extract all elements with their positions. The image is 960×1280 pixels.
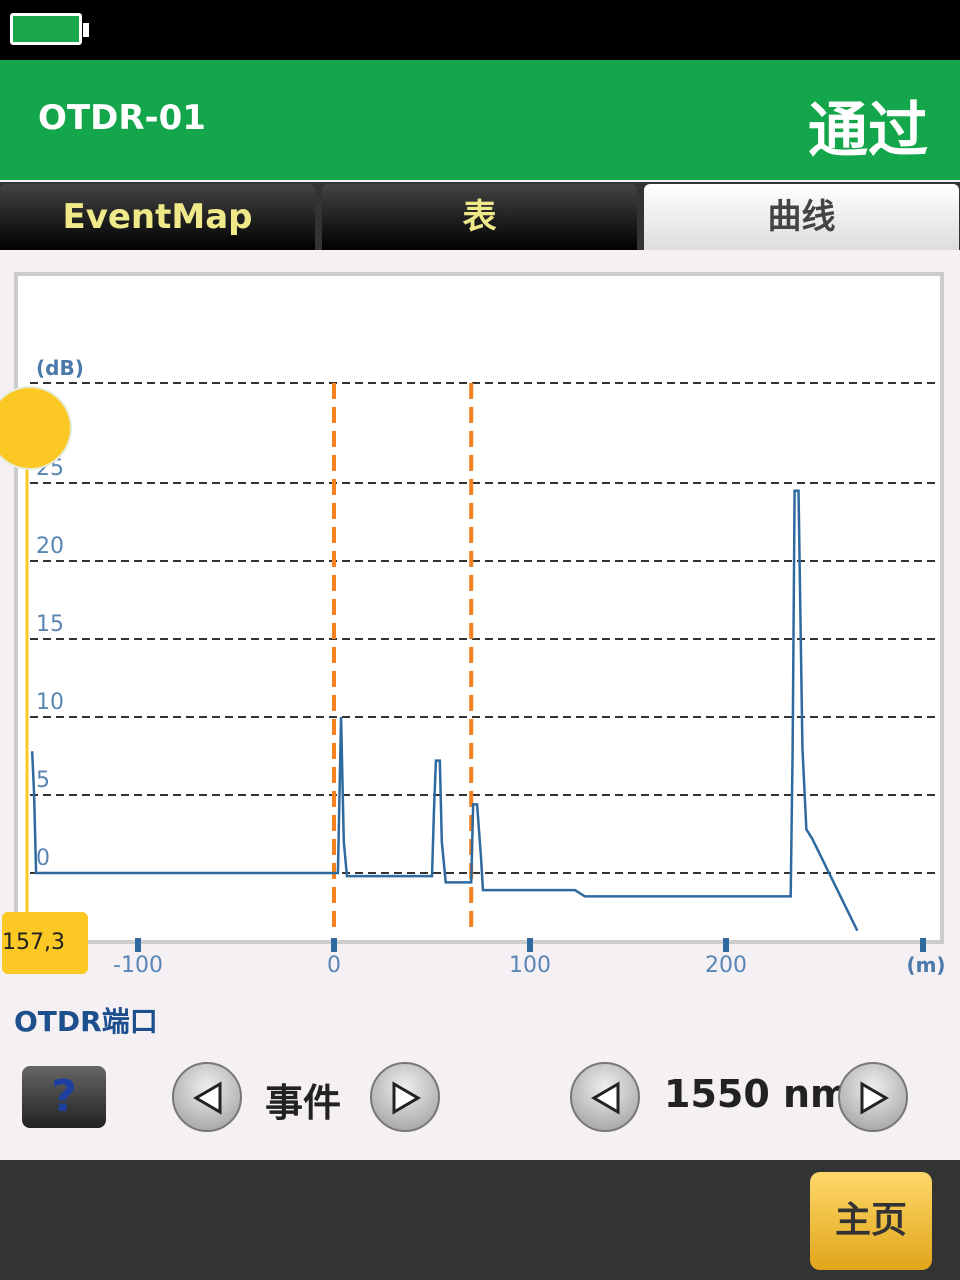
y-tick-label: 10	[36, 690, 64, 715]
tab-table[interactable]: 表	[322, 184, 637, 250]
tab-curve[interactable]: 曲线	[644, 184, 959, 250]
help-button[interactable]: ?	[22, 1066, 106, 1128]
event-label: 事件	[265, 1081, 342, 1125]
x-tick	[527, 938, 533, 952]
wavelength-label: 1550 nm	[664, 1072, 850, 1116]
x-tick	[135, 938, 141, 952]
y-tick-label: 0	[36, 846, 50, 871]
cursor-position-label: 157,3	[2, 912, 88, 974]
triangle-left-icon	[193, 1081, 222, 1115]
triangle-right-icon	[392, 1081, 421, 1115]
header: OTDR-01 通过	[0, 60, 960, 180]
x-tick-label: 100	[509, 953, 551, 978]
tab-eventmap[interactable]: EventMap	[0, 184, 315, 250]
port-label: OTDR端口	[14, 1005, 158, 1038]
y-tick-label: 5	[36, 768, 50, 793]
x-tick	[723, 938, 729, 952]
y-axis-label: (dB)	[36, 356, 84, 380]
trace-line	[30, 489, 859, 932]
page-title: OTDR-01	[38, 98, 206, 138]
battery-full-icon	[10, 13, 89, 45]
prev-event-button[interactable]	[172, 1062, 242, 1132]
result-status: 通过	[808, 96, 928, 166]
tab-bar: EventMap 表 曲线	[0, 182, 960, 250]
prev-wavelength-button[interactable]	[570, 1062, 640, 1132]
status-bar	[0, 0, 960, 60]
y-tick-label: 20	[36, 534, 64, 559]
next-event-button[interactable]	[370, 1062, 440, 1132]
x-tick-label: -100	[113, 953, 163, 978]
x-axis-label: (m)	[906, 953, 945, 977]
cursor-handle[interactable]	[0, 386, 72, 470]
y-tick-label: 15	[36, 612, 64, 637]
x-tick	[920, 938, 926, 952]
triangle-left-icon	[591, 1081, 620, 1115]
home-button[interactable]: 主页	[810, 1172, 932, 1270]
x-tick-label: 200	[705, 953, 747, 978]
x-tick	[331, 938, 337, 952]
footer: 主页	[0, 1160, 960, 1280]
next-wavelength-button[interactable]	[838, 1062, 908, 1132]
x-tick-label: 0	[327, 953, 341, 978]
triangle-right-icon	[860, 1081, 889, 1115]
